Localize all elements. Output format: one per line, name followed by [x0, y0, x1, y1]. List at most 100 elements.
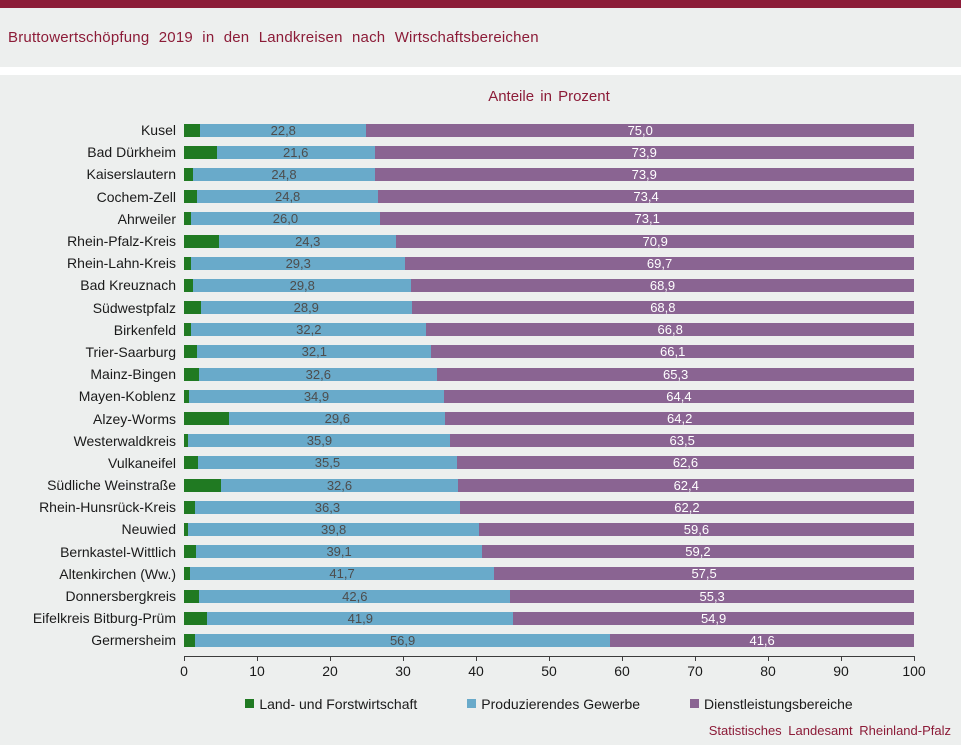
- chart-row: Mayen-Koblenz 34,9 64,4: [0, 385, 961, 407]
- bar-track: 29,6 64,2: [184, 411, 914, 427]
- bar-track: 24,8 73,9: [184, 166, 914, 182]
- value-label: 29,6: [324, 411, 350, 427]
- title-band: Bruttowertschöpfung 2019 in den Landkrei…: [0, 8, 961, 67]
- bar-track: 35,5 62,6: [184, 455, 914, 471]
- segment-produzierendes-gewerbe: 24,8: [197, 189, 379, 205]
- bar-rows: Kusel 22,8 75,0 Bad Dürkheim 21,6 73,9 Kaisers…: [0, 119, 961, 652]
- x-axis-tick: [841, 655, 842, 661]
- segment-land-und-forstwirtschaft: [184, 478, 221, 492]
- bar-track: 24,3 70,9: [184, 233, 914, 249]
- segment-produzierendes-gewerbe: 34,9: [189, 389, 444, 403]
- segment-produzierendes-gewerbe: 39,1: [196, 544, 482, 560]
- chart-row: Vulkaneifel 35,5 62,6: [0, 452, 961, 474]
- segment-produzierendes-gewerbe: 26,0: [190, 211, 381, 227]
- category-label: Südwestpfalz: [92, 299, 176, 316]
- value-label: 54,9: [700, 610, 727, 626]
- category-label: Rhein-Hunsrück-Kreis: [39, 499, 176, 516]
- value-label: 56,9: [389, 632, 416, 648]
- top-accent-bar: [0, 0, 961, 8]
- value-label: 29,3: [285, 255, 311, 271]
- chart-row: Eifelkreis Bitburg-Prüm 41,9 54,9: [0, 607, 961, 629]
- value-label: 73,4: [633, 189, 659, 205]
- value-label: 28,9: [293, 300, 319, 316]
- segment-produzierendes-gewerbe: 32,6: [199, 367, 438, 381]
- value-label: 73,1: [634, 211, 660, 227]
- value-label: 24,8: [271, 166, 297, 182]
- value-label: 64,4: [666, 388, 692, 404]
- segment-produzierendes-gewerbe: 42,6: [199, 589, 511, 603]
- x-axis-tick: [330, 655, 331, 661]
- segment-produzierendes-gewerbe: 35,5: [197, 456, 457, 470]
- value-label: 66,8: [657, 322, 683, 338]
- segment-dienstleistungsbereiche: 68,8: [411, 301, 914, 315]
- value-label: 70,9: [642, 233, 668, 249]
- category-label: Rhein-Pfalz-Kreis: [67, 233, 176, 250]
- chart-row: Kusel 22,8 75,0: [0, 119, 961, 141]
- segment-dienstleistungsbereiche: 70,9: [396, 233, 914, 249]
- chart-row: Ahrweiler 26,0 73,1: [0, 208, 961, 230]
- segment-land-und-forstwirtschaft: [184, 190, 198, 204]
- value-label: 59,6: [683, 521, 710, 537]
- chart-row: Altenkirchen (Ww.) 41,7 57,5: [0, 563, 961, 585]
- segment-produzierendes-gewerbe: 24,8: [193, 166, 375, 182]
- category-label: Mainz-Bingen: [90, 366, 176, 383]
- value-label: 62,4: [673, 477, 699, 493]
- category-label: Kaiserslautern: [86, 166, 177, 183]
- x-axis-tick-label: 30: [395, 662, 411, 679]
- chart-row: Rhein-Pfalz-Kreis 24,3 70,9: [0, 230, 961, 252]
- value-label: 26,0: [272, 211, 299, 227]
- x-axis: 0 10 20 30 40 50 60 70 80 90 100: [180, 655, 926, 684]
- legend-item: Dienstleistungsbereiche: [690, 696, 853, 712]
- category-label: Alzey-Worms: [93, 410, 176, 427]
- segment-produzierendes-gewerbe: 32,1: [197, 345, 432, 359]
- category-label: Neuwied: [121, 521, 176, 538]
- value-label: 41,7: [329, 566, 355, 582]
- value-label: 35,9: [306, 433, 333, 449]
- value-label: 32,6: [326, 477, 353, 493]
- value-label: 24,8: [274, 189, 301, 205]
- x-axis-tick: [257, 655, 258, 661]
- bar-track: 32,2 66,8: [184, 322, 914, 338]
- legend-label: Produzierendes Gewerbe: [481, 695, 641, 712]
- segment-dienstleistungsbereiche: 73,9: [374, 167, 914, 181]
- segment-produzierendes-gewerbe: 21,6: [216, 145, 375, 159]
- chart-area: Anteile in Prozent Kusel 22,8 75,0 Bad Dürk…: [0, 75, 961, 738]
- segment-produzierendes-gewerbe: 39,8: [188, 522, 479, 536]
- chart-row: Trier-Saarburg 32,1 66,1: [0, 341, 961, 363]
- segment-land-und-forstwirtschaft: [184, 145, 217, 159]
- segment-dienstleistungsbereiche: 63,5: [450, 433, 914, 449]
- value-label: 39,1: [326, 544, 352, 560]
- page-title: Bruttowertschöpfung 2019 in den Landkrei…: [8, 29, 539, 46]
- bar-track: 41,9 54,9: [184, 610, 914, 626]
- segment-dienstleistungsbereiche: 62,6: [457, 455, 914, 471]
- segment-dienstleistungsbereiche: 62,2: [459, 500, 914, 514]
- value-label: 63,5: [669, 433, 695, 449]
- bar-track: 29,8 68,9: [184, 278, 914, 292]
- segment-dienstleistungsbereiche: 73,9: [374, 145, 914, 159]
- category-label: Birkenfeld: [113, 321, 176, 338]
- segment-dienstleistungsbereiche: 62,4: [458, 477, 914, 493]
- category-label: Kusel: [140, 122, 176, 139]
- value-label: 65,3: [662, 366, 689, 382]
- bar-track: 22,8 75,0: [184, 123, 914, 137]
- x-axis-tick-label: 80: [760, 662, 776, 679]
- value-label: 62,6: [672, 455, 699, 471]
- value-label: 36,3: [314, 499, 341, 515]
- chart-row: Neuwied 39,8 59,6: [0, 518, 961, 540]
- segment-produzierendes-gewerbe: 22,8: [200, 123, 367, 137]
- segment-produzierendes-gewerbe: 29,6: [229, 411, 446, 427]
- segment-land-und-forstwirtschaft: [184, 278, 194, 292]
- chart-row: Rhein-Lahn-Kreis 29,3 69,7: [0, 252, 961, 274]
- segment-land-und-forstwirtschaft: [184, 611, 208, 625]
- x-axis-tick-label: 60: [614, 662, 630, 679]
- segment-dienstleistungsbereiche: 64,4: [443, 388, 914, 404]
- category-label: Trier-Saarburg: [85, 343, 176, 360]
- category-label: Donnersbergkreis: [65, 588, 177, 605]
- bar-track: 36,3 62,2: [184, 499, 914, 515]
- chart-row: Germersheim 56,9 41,6: [0, 629, 961, 651]
- chart-row: Südliche Weinstraße 32,6 62,4: [0, 474, 961, 496]
- legend-swatch-icon: [690, 699, 700, 708]
- x-axis-tick: [622, 655, 623, 661]
- bar-track: 39,1 59,2: [184, 544, 914, 560]
